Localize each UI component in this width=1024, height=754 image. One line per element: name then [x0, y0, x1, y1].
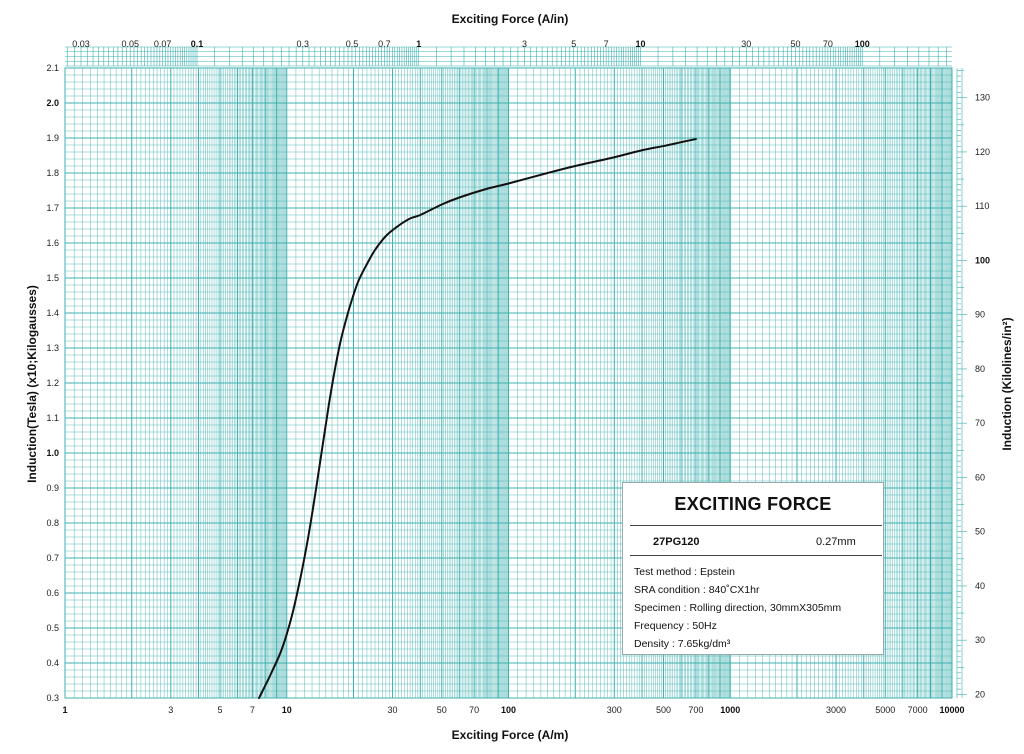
x2-tick-labels: 0.03 0.05 0.07 0.1 0.3 0.5 0.7 1 3 5 7 10 30 50 70 100	[72, 39, 869, 49]
series-line	[258, 138, 697, 699]
y-tick-label: 2.0	[46, 98, 59, 108]
x-tick-label: 7	[250, 705, 255, 715]
x2-tick-label: 0.7	[378, 39, 391, 49]
y2-tick-label: 70	[975, 418, 985, 428]
y-tick-labels: 0.3 0.4 0.5 0.6 0.7 0.8 0.9 1.0 1.1 1.2 1.3 1.4 1.5 1…	[46, 63, 59, 703]
axes	[64, 67, 953, 699]
x-tick-label: 700	[688, 705, 703, 715]
legend-title: EXCITING FORCE	[674, 494, 832, 514]
y-axis-label: Induction(Tesla) (x10;Kilogausses)	[25, 285, 39, 483]
x2-tick-label: 0.1	[191, 39, 204, 49]
x-tick-label: 1000	[720, 705, 740, 715]
x-tick-label: 300	[607, 705, 622, 715]
x-axis-label: Exciting Force (A/m)	[452, 728, 569, 742]
y-tick-label: 1.3	[46, 343, 59, 353]
legend-thickness: 0.27mm	[816, 536, 856, 548]
x2-tick-label: 1	[416, 39, 421, 49]
legend-divider	[630, 555, 882, 556]
x-tick-label: 50	[437, 705, 447, 715]
y-tick-label: 1.6	[46, 238, 59, 248]
x-tick-label: 5	[217, 705, 222, 715]
legend-grade: 27PG120	[653, 536, 700, 548]
y2-tick-label: 50	[975, 527, 985, 537]
y-tick-label: 0.7	[46, 553, 59, 563]
y-tick-label: 1.0	[46, 448, 59, 458]
x-tick-label: 70	[469, 705, 479, 715]
plot-frame	[64, 67, 953, 699]
x2-tick-label: 0.07	[154, 39, 172, 49]
legend-notes: Test method : Epstein SRA condition : 84…	[634, 563, 841, 653]
y-tick-label: 1.2	[46, 378, 59, 388]
y-tick-label: 1.7	[46, 203, 59, 213]
y2-tick-label: 130	[975, 93, 990, 103]
x2-tick-label: 50	[790, 39, 800, 49]
y2-axis-label: Induction (Kilolines/in²)	[1000, 317, 1014, 450]
x-tick-label: 3	[168, 705, 173, 715]
x2-tick-label: 0.03	[72, 39, 90, 49]
x-tick-label: 500	[656, 705, 671, 715]
y-tick-label: 1.8	[46, 168, 59, 178]
y2-tick-label: 100	[975, 255, 990, 265]
y2-tick-label: 110	[975, 201, 989, 211]
x2-tick-label: 3	[522, 39, 527, 49]
x-tick-label: 10000	[939, 705, 964, 715]
y-tick-label: 0.4	[46, 658, 59, 668]
x2-ruler	[65, 46, 952, 67]
legend-note: Test method : Epstein	[634, 566, 735, 578]
y-tick-label: 0.6	[46, 588, 59, 598]
x-tick-label: 1	[62, 705, 67, 715]
y-tick-label: 1.5	[46, 273, 59, 283]
y-tick-label: 1.9	[46, 133, 59, 143]
y-tick-label: 1.1	[46, 413, 59, 423]
y-tick-label: 0.8	[46, 518, 59, 528]
legend-note: Density : 7.65kg/dm³	[634, 638, 731, 650]
x2-tick-label: 0.3	[297, 39, 310, 49]
x2-tick-label: 5	[571, 39, 576, 49]
x2-tick-label: 10	[635, 39, 645, 49]
x-tick-labels: 1 3 5 7 10 30 50 70 100 300 500 700 1000 3000 5000 7000…	[62, 705, 964, 715]
x2-tick-label: 0.05	[121, 39, 139, 49]
legend-note: Frequency : 50Hz	[634, 620, 717, 632]
y2-tick-label: 20	[975, 689, 985, 699]
y2-ruler	[956, 68, 967, 698]
y-tick-label: 0.9	[46, 483, 59, 493]
y-tick-label: 2.1	[46, 63, 59, 73]
x-tick-label: 10	[282, 705, 292, 715]
y-tick-label: 1.4	[46, 308, 59, 318]
y2-tick-label: 60	[975, 472, 985, 482]
y2-tick-label: 120	[975, 147, 990, 157]
y2-tick-label: 90	[975, 310, 985, 320]
x-tick-label: 7000	[908, 705, 928, 715]
legend-divider	[630, 525, 882, 526]
x2-axis-label: Exciting Force (A/in)	[452, 12, 569, 26]
x-tick-label: 5000	[875, 705, 895, 715]
y2-tick-label: 80	[975, 364, 985, 374]
x-tick-label: 30	[388, 705, 398, 715]
y2-tick-label: 30	[975, 635, 985, 645]
y2-tick-label: 40	[975, 581, 985, 591]
y-tick-label: 0.3	[46, 693, 59, 703]
legend-box: EXCITING FORCE 27PG120 0.27mm Test metho…	[622, 482, 884, 655]
x2-tick-label: 30	[741, 39, 751, 49]
legend-note: Specimen : Rolling direction, 30mmX305mm	[634, 602, 842, 614]
series	[258, 138, 697, 699]
x2-tick-label: 70	[823, 39, 833, 49]
x2-tick-label: 0.5	[346, 39, 359, 49]
y-tick-label: 0.5	[46, 623, 59, 633]
x2-tick-label: 100	[855, 39, 870, 49]
y2-tick-labels: 20 30 40 50 60 70 80 90 100 110 120 130	[975, 93, 990, 700]
x2-tick-label: 7	[604, 39, 609, 49]
x-tick-label: 3000	[826, 705, 846, 715]
x-tick-label: 100	[501, 705, 516, 715]
legend-note: SRA condition : 840˚CX1hr	[634, 584, 760, 596]
